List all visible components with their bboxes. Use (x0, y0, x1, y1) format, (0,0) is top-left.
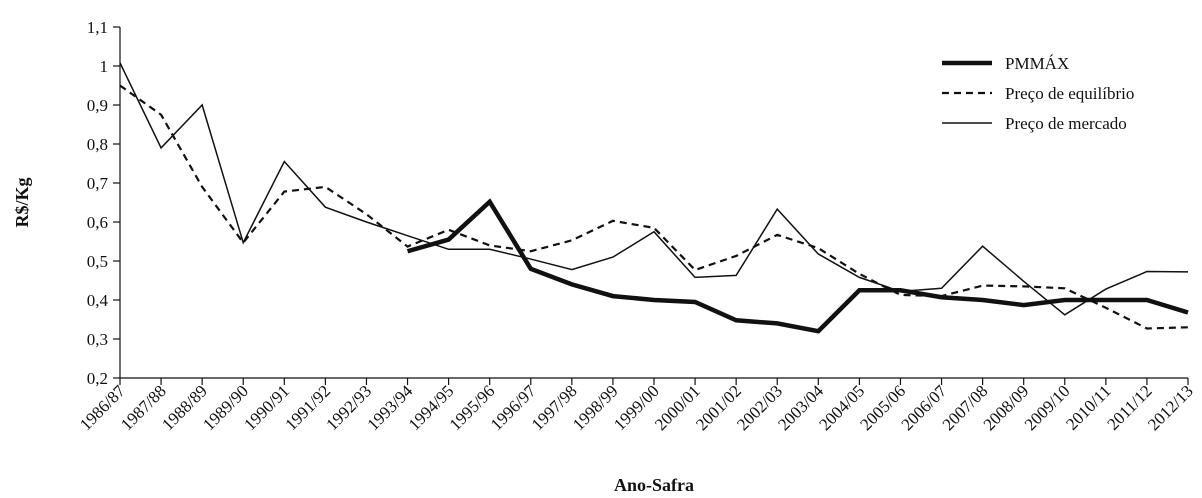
x-tick-label: 1987/88 (117, 381, 170, 434)
x-tick-label: 1989/90 (199, 381, 252, 434)
y-tick-label: 0,6 (87, 213, 108, 232)
x-tick-label: 1999/00 (610, 381, 663, 434)
y-tick-label: 0,8 (87, 135, 108, 154)
y-tick-label: 0,3 (87, 330, 108, 349)
axes (119, 27, 1188, 379)
series-line-3 (119, 62, 1189, 316)
x-tick-label: 1998/99 (569, 381, 622, 434)
x-tick-label: 2007/08 (939, 381, 992, 434)
legend-label-1: PMMÁX (1005, 54, 1069, 73)
x-tick-label: 2004/05 (815, 381, 868, 434)
x-axis-title: Ano-Safra (614, 475, 694, 495)
x-tick-label: 1990/91 (240, 381, 293, 434)
x-tick-label: 1995/96 (446, 381, 499, 434)
legend-label-3: Preço de mercado (1005, 114, 1127, 133)
y-tick-label: 1 (100, 57, 109, 76)
legend: PMMÁX Preço de equilíbrio Preço de mercado (942, 54, 1134, 133)
y-axis-title: R$/Kg (12, 177, 32, 227)
y-tick-label: 0,9 (87, 96, 108, 115)
series-line-2 (119, 84, 1189, 330)
x-tick-label: 2005/06 (856, 381, 909, 434)
series-line-1 (406, 198, 1189, 334)
series-layer (119, 62, 1189, 334)
x-tick-label: 1997/98 (528, 381, 581, 434)
x-tick-label: 1994/95 (405, 381, 458, 434)
y-tick-label: 0,7 (87, 174, 109, 193)
y-tick-label: 0,4 (87, 291, 109, 310)
x-tick-label: 2001/02 (692, 381, 745, 434)
x-ticks: 1986/871987/881988/891989/901990/911991/… (76, 378, 1197, 434)
y-tick-label: 0,5 (87, 252, 108, 271)
x-tick-label: 2012/13 (1144, 381, 1197, 434)
y-ticks: 0,2 0,3 0,4 0,5 0,6 0,7 0,8 0,9 1 1,1 (87, 18, 120, 388)
x-tick-label: 1992/93 (322, 381, 375, 434)
x-tick-label: 2000/01 (651, 381, 704, 434)
x-tick-label: 1991/92 (281, 381, 334, 434)
x-tick-label: 2008/09 (980, 381, 1033, 434)
y-tick-label: 0,2 (87, 369, 108, 388)
x-tick-label: 2002/03 (733, 381, 786, 434)
legend-label-2: Preço de equilíbrio (1005, 84, 1134, 103)
x-tick-label: 2010/11 (1062, 381, 1114, 433)
x-tick-label: 2009/10 (1021, 381, 1074, 434)
x-tick-label: 1988/89 (158, 381, 211, 434)
y-tick-label: 1,1 (87, 18, 108, 37)
